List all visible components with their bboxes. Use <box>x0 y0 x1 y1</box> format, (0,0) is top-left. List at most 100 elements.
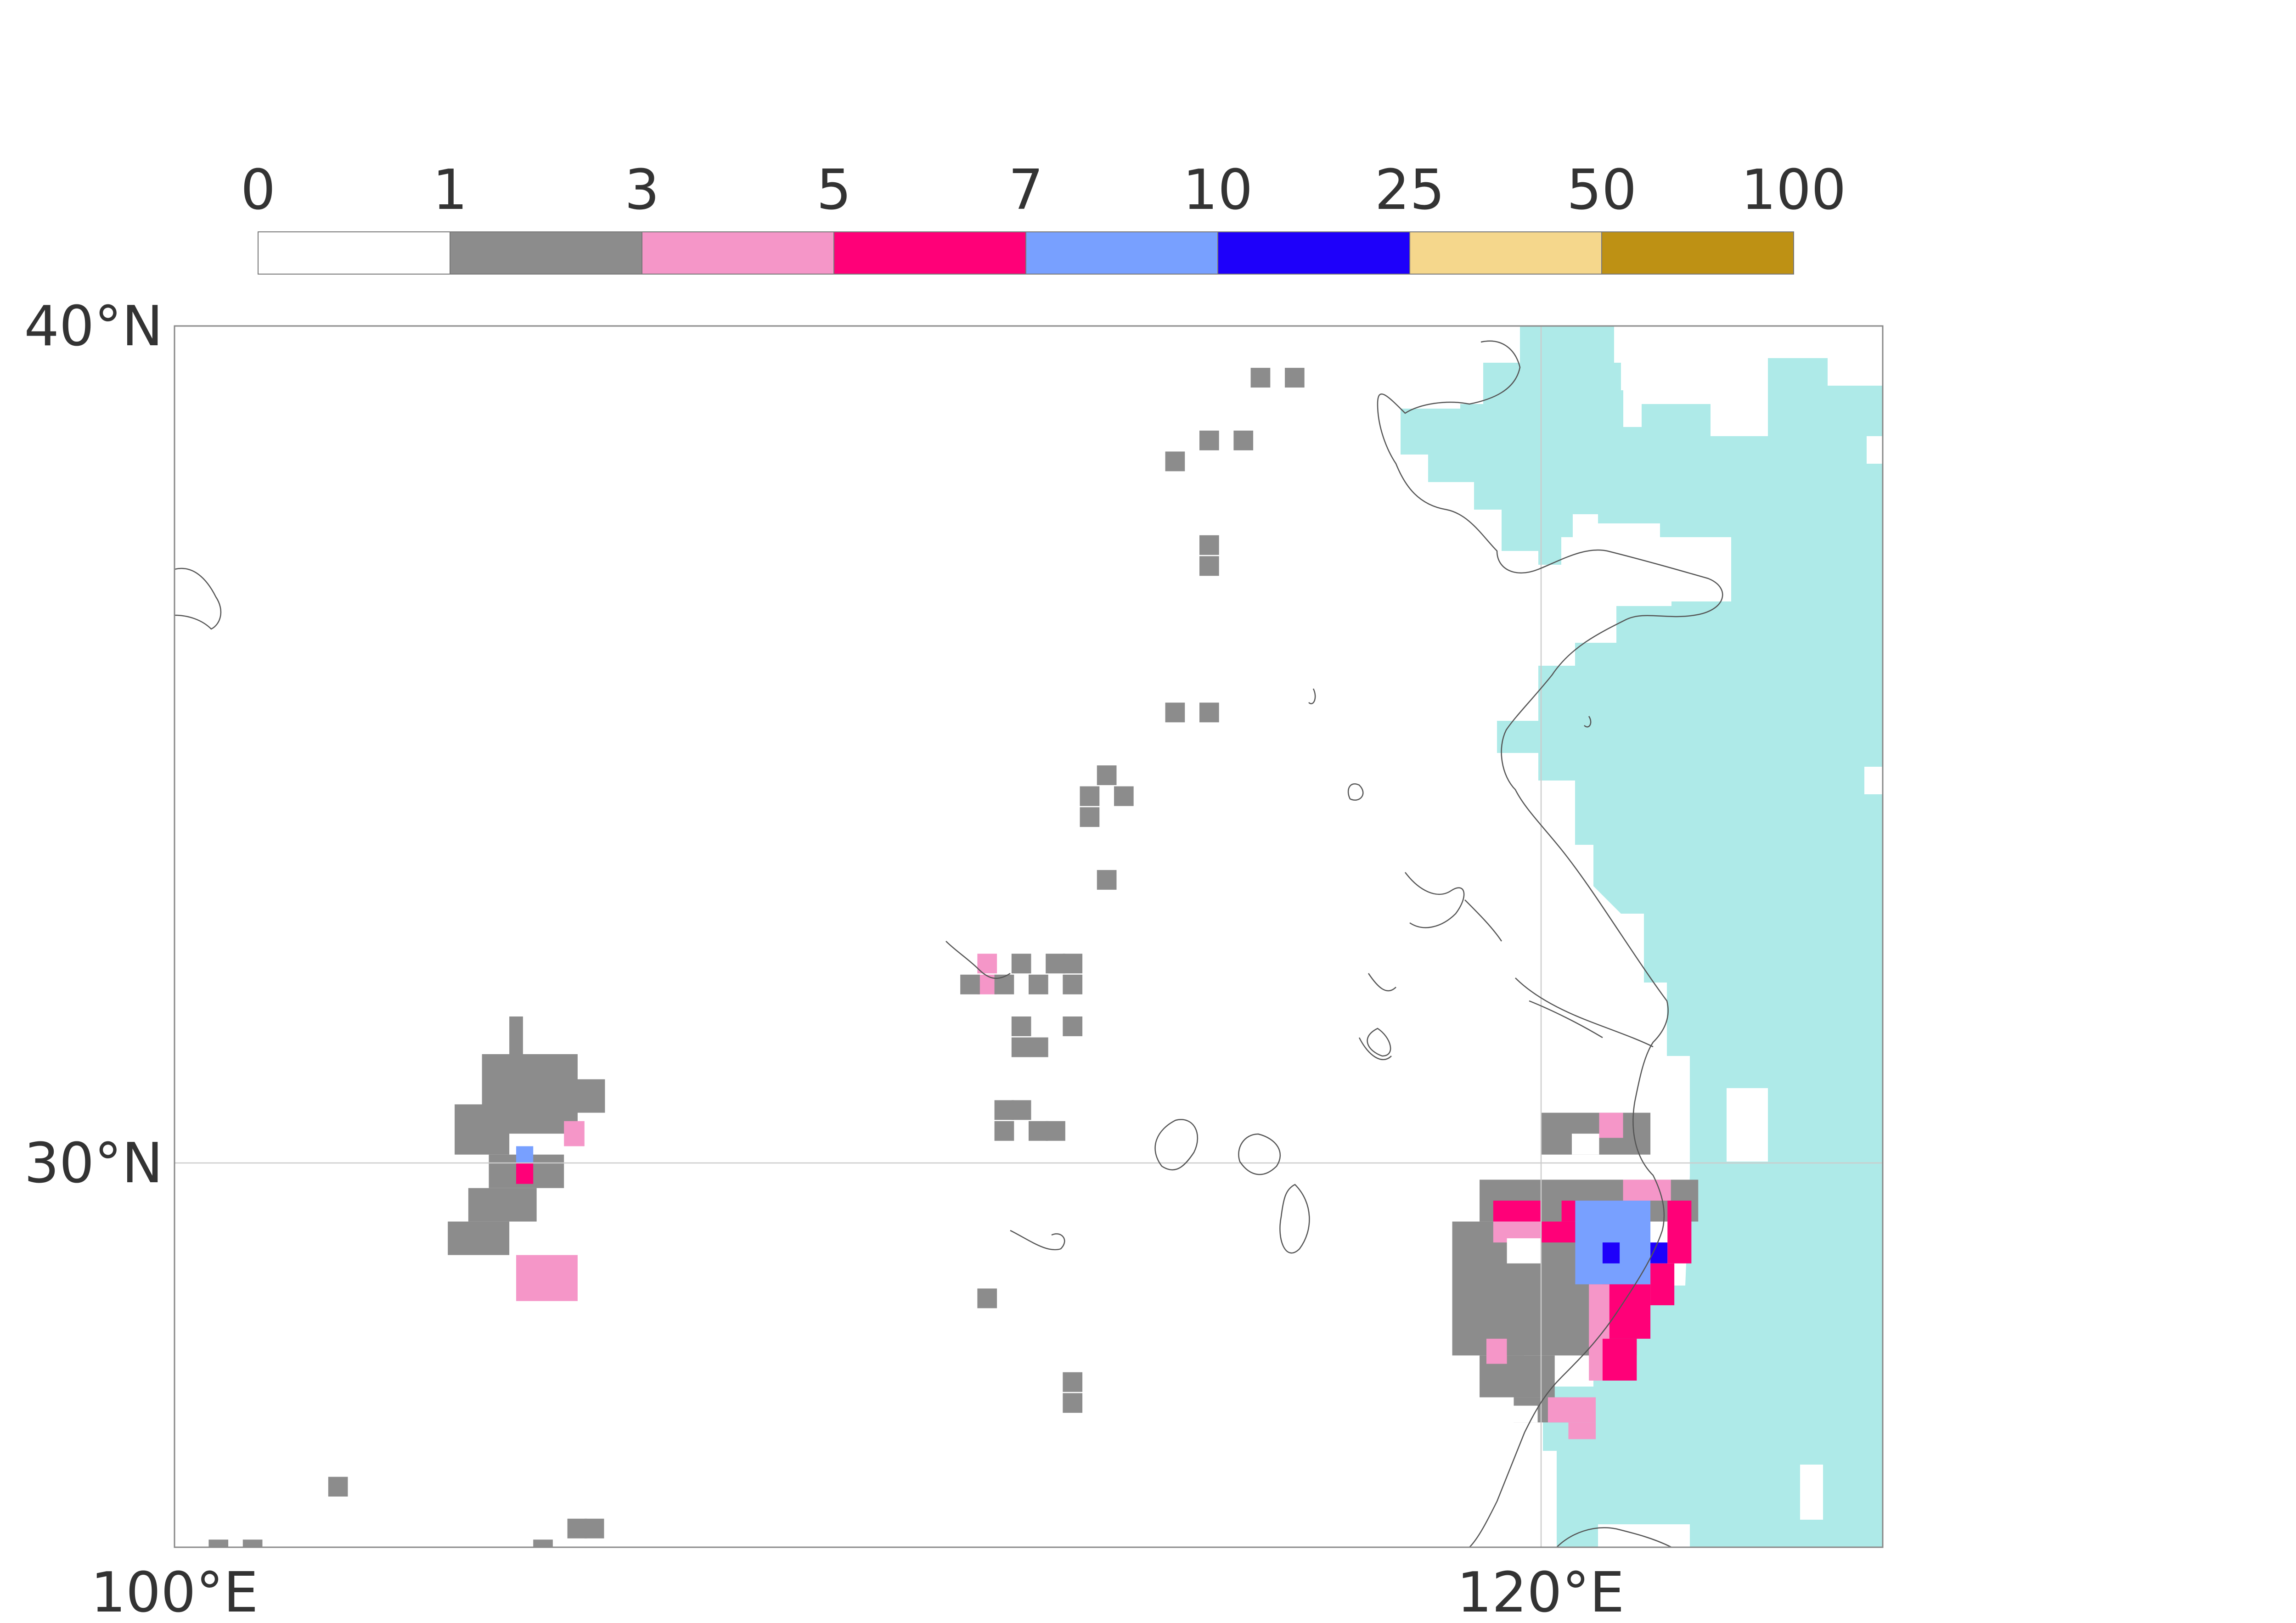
precip-cell <box>1233 430 1254 450</box>
x-tick-120e: 120°E <box>1457 1561 1625 1623</box>
precip-cell <box>1080 786 1100 806</box>
precip-cell <box>1097 870 1117 890</box>
precip-cell <box>994 1100 1014 1120</box>
precip-cell <box>1046 954 1065 974</box>
y-tick-30n: 30°N <box>24 1132 163 1196</box>
coastline <box>1358 1037 1392 1061</box>
colorbar-tick-label: 7 <box>1008 158 1043 222</box>
colorbar-segment <box>450 231 642 275</box>
precip-cell <box>1011 1037 1031 1057</box>
precip-cell <box>1250 368 1271 388</box>
precip-cell <box>516 1163 534 1184</box>
precip-cell <box>1029 1037 1048 1057</box>
precip-cell <box>1650 1263 1675 1305</box>
precip-cell <box>567 1518 587 1539</box>
colorbar-tick-label: 50 <box>1567 158 1637 222</box>
colorbar-tick-label: 1 <box>433 158 467 222</box>
precip-cell <box>960 974 980 994</box>
precipitation-cells-layer <box>208 368 1699 1547</box>
precip-cell <box>1602 1338 1637 1381</box>
precip-cell <box>1486 1338 1507 1364</box>
sea-area <box>1401 326 1883 1547</box>
colorbar-tick-label: 25 <box>1375 158 1445 222</box>
precip-cell <box>1029 974 1048 994</box>
coastline <box>1010 1230 1065 1251</box>
precip-cell <box>1541 1221 1576 1243</box>
precip-cell <box>468 1188 537 1222</box>
precip-cell <box>1063 954 1083 974</box>
precip-cell <box>1011 954 1031 974</box>
precip-cell <box>977 974 997 994</box>
sea-gap <box>1800 1465 1823 1520</box>
coastline <box>1238 1133 1281 1175</box>
x-tick-100e: 100°E <box>91 1561 259 1623</box>
precip-cell <box>584 1518 604 1539</box>
precip-cell <box>242 1539 263 1547</box>
precip-cell <box>1285 368 1305 388</box>
precip-cell <box>1199 556 1219 576</box>
precip-cell <box>1097 765 1117 786</box>
colorbar <box>258 231 1794 275</box>
colorbar-tick-label: 10 <box>1183 158 1253 222</box>
precip-cell <box>1063 1393 1083 1413</box>
precip-cell <box>1199 535 1219 555</box>
coastline <box>1367 973 1396 992</box>
colorbar-segment <box>258 231 450 275</box>
precip-gap <box>1507 1238 1541 1264</box>
colorbar-tick-label: 5 <box>816 158 851 222</box>
colorbar-segment <box>833 231 1026 275</box>
coastline <box>1308 688 1316 704</box>
precip-cell <box>1011 1016 1031 1036</box>
precip-cell <box>1602 1284 1651 1339</box>
coastline <box>1529 1000 1603 1039</box>
sea-gap <box>1864 767 1883 794</box>
coastline <box>1279 1184 1310 1254</box>
colorbar-ticks: 0 1 3 5 7 10 25 50 100 <box>241 158 1846 222</box>
coastline <box>1405 872 1465 928</box>
precip-cell <box>516 1146 534 1163</box>
coastline <box>1367 1028 1391 1057</box>
coastline <box>1347 783 1364 801</box>
sea-gap <box>1867 436 1883 464</box>
colorbar-segment <box>1601 231 1794 275</box>
colorbar-segment <box>642 231 834 275</box>
precip-gap <box>1500 1405 1538 1423</box>
precip-cell <box>328 1477 348 1497</box>
precip-cell <box>1063 974 1083 994</box>
precip-cell <box>516 1255 578 1301</box>
precip-cell <box>564 1121 585 1146</box>
precip-cell <box>1063 1372 1083 1392</box>
precip-cell <box>1080 807 1100 827</box>
y-tick-40n: 40°N <box>24 295 163 359</box>
precip-cell <box>1011 1100 1031 1120</box>
colorbar-tick-label: 0 <box>241 158 276 222</box>
coastline <box>1556 1527 1672 1547</box>
gridlines <box>174 326 1883 1547</box>
sea-mask-layer <box>1401 326 1883 1547</box>
precip-cell <box>977 1288 997 1309</box>
precip-cell <box>977 954 997 974</box>
precip-cell <box>1599 1112 1623 1138</box>
precip-cell <box>994 1121 1014 1141</box>
precip-cell <box>1507 1330 1524 1356</box>
precip-cell <box>1046 1121 1065 1141</box>
colorbar-segment <box>1025 231 1218 275</box>
precip-cell <box>1114 786 1134 806</box>
precip-cell <box>1548 1397 1596 1423</box>
coastline <box>1515 977 1654 1048</box>
precip-cell <box>1199 430 1219 450</box>
precip-cell <box>509 1016 523 1059</box>
precip-cell <box>1063 1016 1083 1036</box>
precip-cell <box>533 1539 553 1547</box>
precip-gap <box>1571 1134 1599 1155</box>
sea-gap <box>1727 1088 1768 1162</box>
precip-cell <box>1602 1242 1620 1264</box>
coastline <box>1584 716 1592 728</box>
coastline <box>1464 899 1503 942</box>
colorbar-tick-label: 3 <box>625 158 659 222</box>
coastline <box>1154 1119 1199 1171</box>
colorbar-segment <box>1217 231 1410 275</box>
map-panel <box>174 325 1884 1548</box>
coastline <box>1377 340 1723 1547</box>
precip-cell <box>1199 702 1219 723</box>
